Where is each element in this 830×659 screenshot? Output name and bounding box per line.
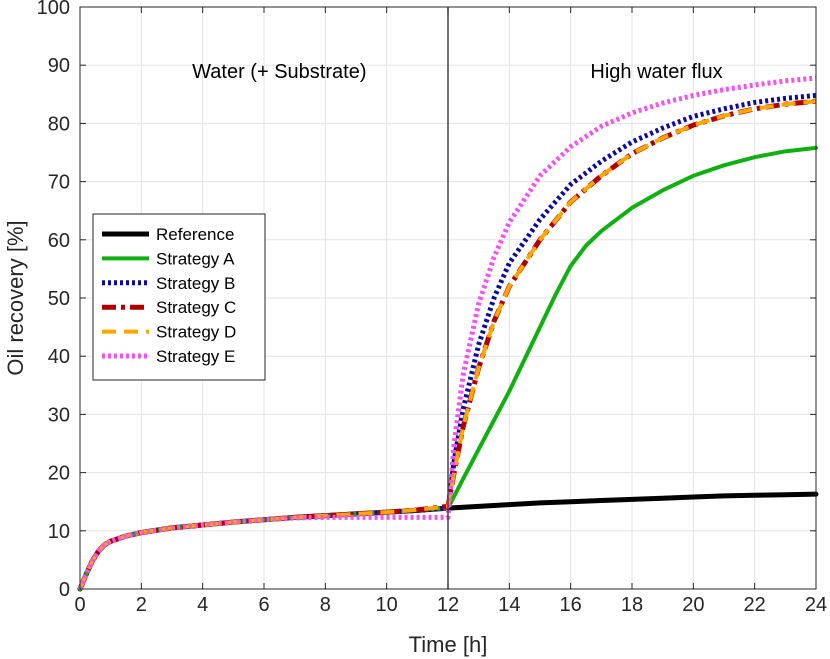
- y-tick-label: 10: [48, 521, 70, 543]
- legend[interactable]: Reference Strategy A Strategy B Strategy C S…: [92, 213, 266, 381]
- phase-label-water: Water (+ Substrate): [192, 61, 366, 83]
- x-tick-label: 18: [621, 594, 643, 616]
- series-line-strategy-c: [77, 98, 817, 590]
- x-tick-label: 24: [805, 594, 827, 616]
- series-layer: [77, 75, 819, 592]
- legend-label: Strategy A: [156, 249, 235, 268]
- y-tick-label: 0: [59, 579, 70, 601]
- x-tick-label: 6: [258, 594, 269, 616]
- y-tick-label: 90: [48, 55, 70, 77]
- x-tick-label: 4: [197, 594, 208, 616]
- phase-label-high-flux: High water flux: [590, 61, 722, 83]
- x-tick-label: 16: [560, 594, 582, 616]
- y-tick-label: 70: [48, 172, 70, 194]
- x-tick-label: 0: [74, 594, 85, 616]
- y-axis-title: Oil recovery [%]: [3, 220, 28, 375]
- legend-label: Strategy C: [156, 298, 236, 317]
- y-tick-label: 100: [37, 0, 70, 19]
- y-tick-label: 80: [48, 113, 70, 135]
- y-tick-label: 20: [48, 463, 70, 485]
- x-tick-label: 2: [136, 594, 147, 616]
- series-line-strategy-e: [77, 75, 817, 590]
- x-tick-label: 22: [744, 594, 766, 616]
- x-tick-label: 8: [320, 594, 331, 616]
- x-tick-label: 20: [682, 594, 704, 616]
- y-tick-label: 30: [48, 404, 70, 426]
- x-tick-label: 10: [376, 594, 398, 616]
- x-axis-title: Time [h]: [409, 632, 488, 657]
- axes: 0 2 4 6 8 10 12 14 16 18 20 22 240102030405060708090…: [3, 0, 827, 657]
- legend-label: Strategy D: [156, 323, 236, 342]
- legend-box: [92, 213, 266, 381]
- x-tick-label: 12: [437, 594, 459, 616]
- y-tick-label: 60: [48, 230, 70, 252]
- y-tick-label: 50: [48, 288, 70, 310]
- legend-label: Reference: [156, 225, 234, 244]
- legend-label: Strategy B: [156, 274, 235, 293]
- x-tick-label: 14: [498, 594, 520, 616]
- legend-label: Strategy E: [156, 347, 235, 366]
- annotations: Water (+ Substrate) High water flux: [192, 61, 723, 83]
- y-tick-label: 40: [48, 346, 70, 368]
